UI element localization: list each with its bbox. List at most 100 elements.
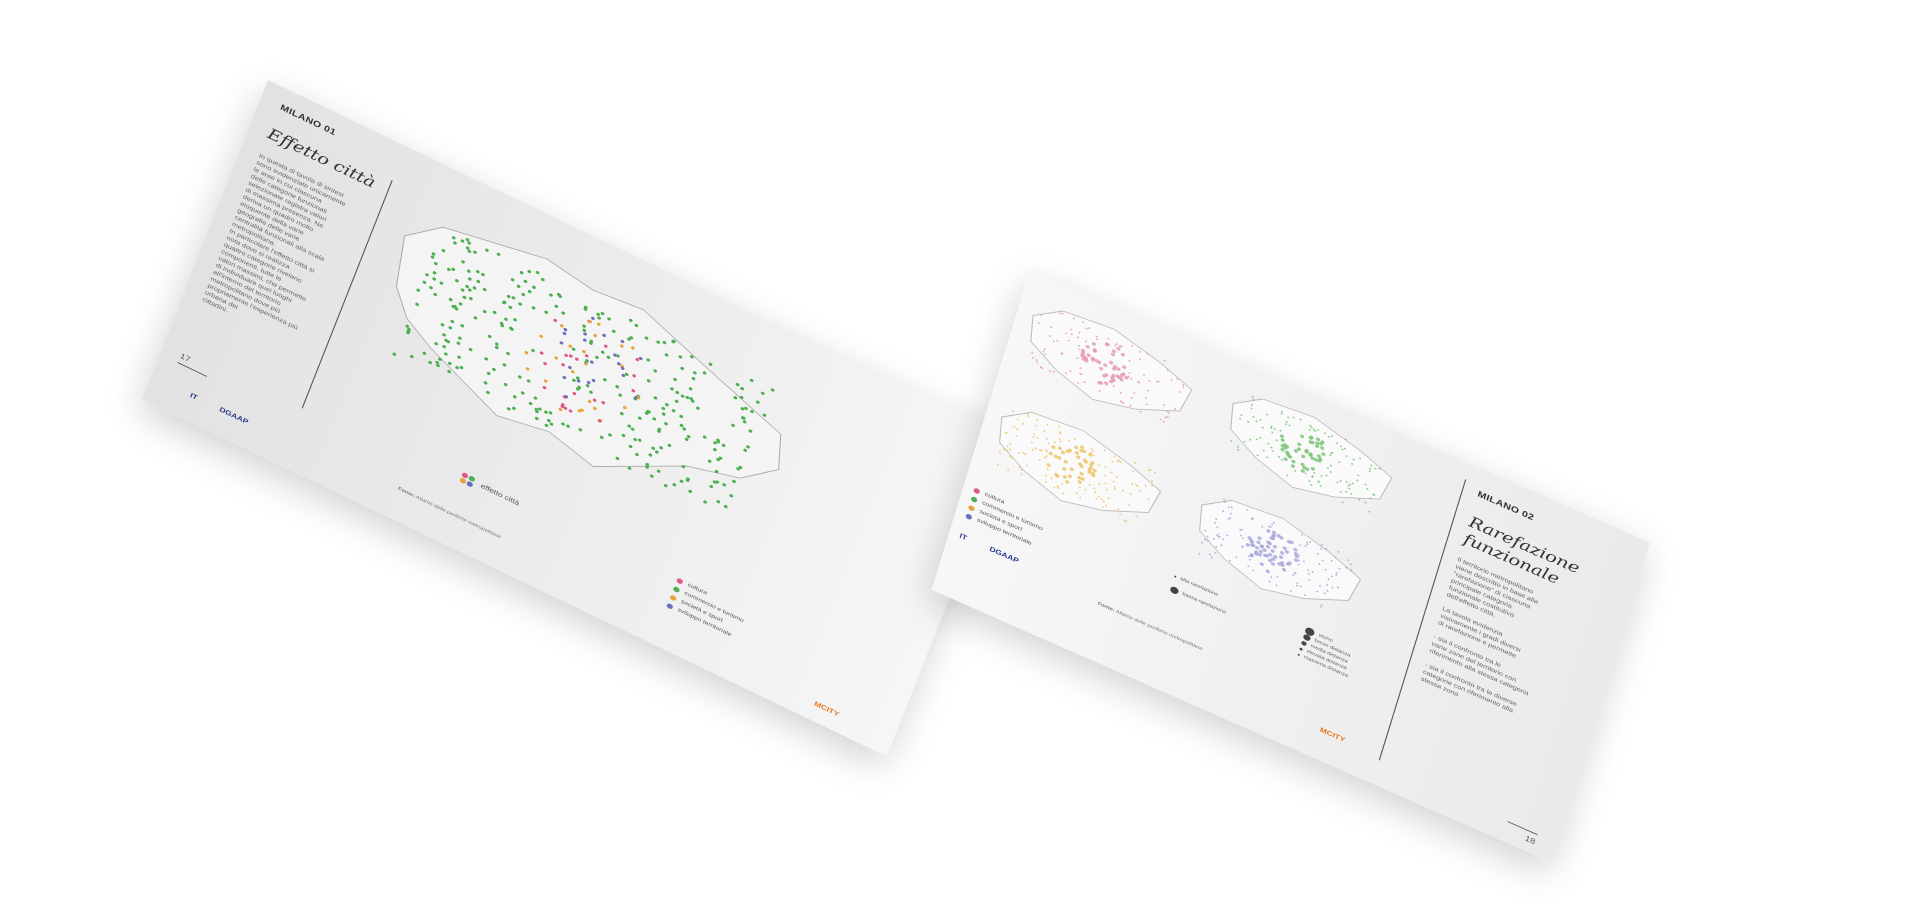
brand-logo: MCITY (1319, 725, 1347, 744)
map-dot (473, 250, 477, 254)
map-dot (1280, 551, 1285, 555)
map-dot (506, 407, 511, 411)
map-dot (1046, 463, 1051, 467)
map-dot (1044, 481, 1047, 484)
map-dot (688, 489, 693, 494)
map-dot (1256, 454, 1259, 457)
map-dot (451, 236, 456, 240)
map-dot (1070, 333, 1073, 336)
map-dot (1038, 482, 1041, 484)
map-dot (1057, 486, 1060, 489)
map-dot (1329, 454, 1332, 457)
map-dot (1320, 543, 1323, 546)
map-dot (656, 469, 661, 473)
map-dot (1112, 480, 1115, 483)
map-dot (1317, 429, 1320, 431)
map-dot (1336, 442, 1339, 445)
map-dot (1130, 396, 1133, 399)
map-dot (1296, 447, 1301, 451)
page-number: 17 (178, 351, 192, 364)
map-dot (1079, 367, 1082, 370)
map-dot (1357, 474, 1360, 477)
map-dot (1240, 545, 1243, 548)
source-text: Atlante delle periferie metropolitane (1115, 609, 1203, 652)
map-dot (1076, 336, 1079, 339)
map-dot (1131, 345, 1134, 348)
map-dot (1137, 381, 1140, 383)
map-dot (1092, 454, 1095, 457)
map-dot (591, 316, 595, 320)
map-dot (1107, 497, 1110, 500)
map-dot (1271, 431, 1274, 434)
map-dot (1100, 497, 1103, 500)
map-dot (520, 391, 525, 395)
map-dot (1016, 428, 1019, 431)
map-dot (618, 393, 622, 397)
map-dot (1312, 428, 1315, 431)
map-dot (1321, 559, 1324, 562)
map-dot (1116, 346, 1121, 351)
map-dot (1271, 533, 1276, 537)
map-dot (1052, 370, 1055, 373)
map-dot (1206, 539, 1209, 542)
map-dot (1282, 567, 1287, 572)
map-dot (1117, 508, 1120, 511)
map-dot (415, 302, 419, 306)
map-dot (723, 504, 728, 509)
map-dot (1069, 467, 1074, 472)
map-dot (1112, 385, 1115, 388)
map-dot (674, 399, 679, 403)
map-dot (762, 413, 767, 417)
page-number-rule (177, 362, 208, 377)
map-dot (1239, 417, 1242, 420)
map-dot (1226, 534, 1229, 537)
map-dot (675, 390, 680, 395)
map-dot (1034, 424, 1037, 427)
map-dot (1056, 339, 1059, 342)
map-dot (508, 326, 513, 330)
map-dot (538, 407, 542, 411)
map-dot (1057, 456, 1062, 460)
map-dot (1162, 420, 1165, 423)
map-dot (1138, 350, 1142, 353)
map-dot (481, 272, 485, 277)
map-dot (465, 284, 469, 289)
map-dot (1358, 498, 1361, 501)
map-dot (1129, 493, 1132, 495)
map-dot (549, 293, 553, 297)
map-dot (633, 396, 638, 400)
map-dot (531, 306, 536, 310)
map-dot (1293, 449, 1298, 453)
map-dot (1058, 432, 1062, 435)
map-dot (1378, 467, 1381, 470)
map-dot (559, 341, 564, 345)
map-dot (607, 317, 611, 321)
map-dot (1287, 416, 1290, 419)
map-dot (685, 395, 690, 400)
map-dot (1249, 540, 1255, 544)
map-dot (523, 279, 528, 284)
map-dot (416, 288, 421, 292)
map-dot (542, 386, 547, 390)
map-dot (444, 338, 449, 342)
map-dot (1017, 452, 1020, 454)
map-dot (702, 371, 707, 375)
map-dot (1079, 372, 1082, 375)
map-dot (1116, 367, 1121, 371)
map-dot (616, 354, 620, 358)
map-dot (1206, 535, 1209, 538)
map-dot (1063, 460, 1068, 464)
map-dot (1248, 558, 1251, 561)
map-dot (628, 318, 633, 322)
map-dot (1350, 492, 1353, 495)
map-dot (583, 332, 587, 336)
map-dot (1078, 486, 1081, 489)
rarefaction-legend: alta rarefazione bassa rarefazione (1169, 573, 1230, 616)
map-dot (755, 400, 760, 404)
map-dot (447, 369, 451, 374)
map-dot (511, 296, 516, 300)
map-dot (572, 391, 577, 396)
map-dot (492, 310, 497, 315)
map-dot (1016, 418, 1019, 421)
map-dot (1293, 547, 1298, 552)
